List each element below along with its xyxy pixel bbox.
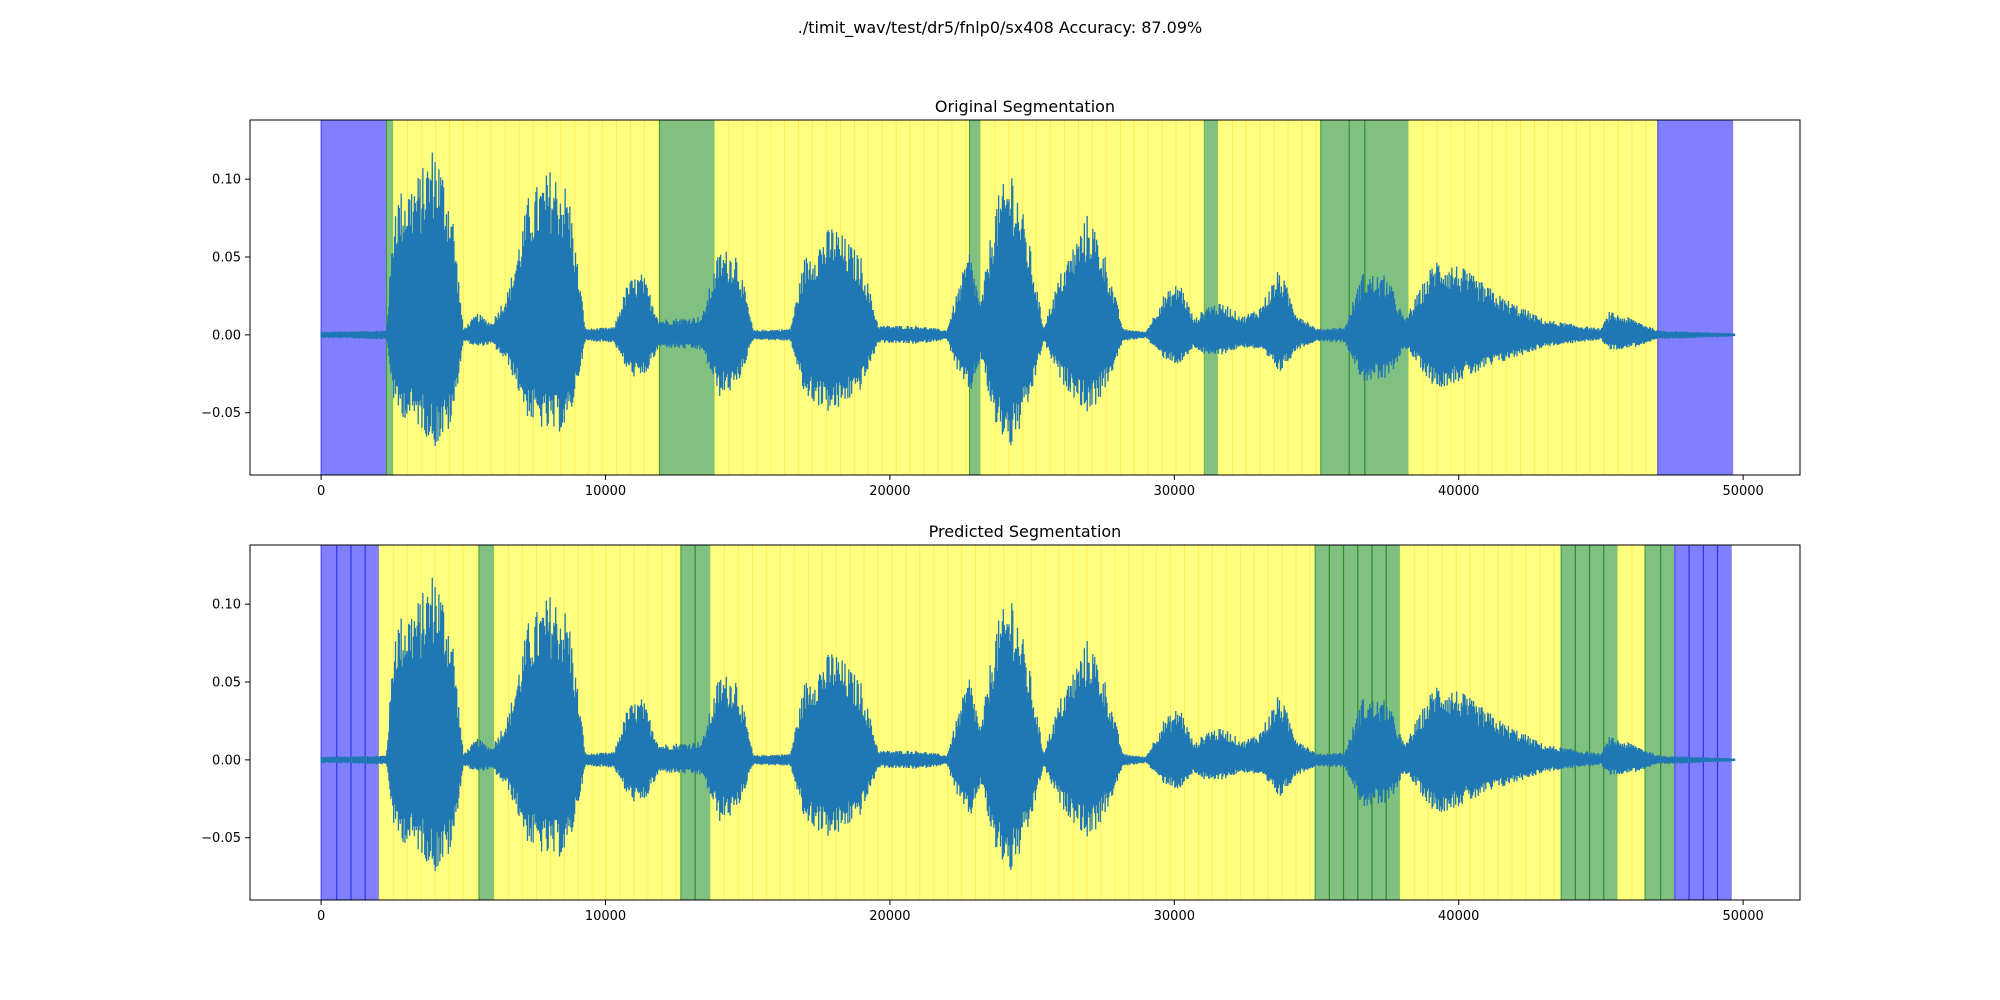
y-tick-label: 0.10 xyxy=(212,173,241,188)
y-tick-label: 0.10 xyxy=(212,598,241,613)
x-tick-label: 10000 xyxy=(585,484,626,499)
segment-silence xyxy=(1657,120,1734,475)
waveform-series xyxy=(320,152,1736,447)
segment-silence xyxy=(321,545,380,900)
segment-unvoiced xyxy=(1617,545,1645,900)
x-tick-label: 30000 xyxy=(1154,909,1195,924)
segment-silence xyxy=(321,120,387,475)
x-tick-label: 40000 xyxy=(1438,909,1479,924)
y-ticks: −0.05 0.00 0.05 0.10 xyxy=(201,598,250,846)
y-ticks: −0.05 0.00 0.05 0.10 xyxy=(201,173,250,421)
segment-voiced xyxy=(680,545,711,900)
segment-dividers xyxy=(407,120,1647,475)
y-tick-label: 0.00 xyxy=(212,753,241,768)
x-tick-label: 10000 xyxy=(585,909,626,924)
x-tick-label: 50000 xyxy=(1722,909,1763,924)
segment-voiced xyxy=(478,545,495,900)
axes-frame xyxy=(249,544,1801,901)
figure-title: ./timit_wav/test/dr5/fnlp0/sx408 Accurac… xyxy=(798,18,1202,38)
axes-frame xyxy=(249,119,1801,476)
x-tick-label: 50000 xyxy=(1722,484,1763,499)
x-tick-label: 20000 xyxy=(869,909,910,924)
y-tick-label: 0.00 xyxy=(212,328,241,343)
segment-voiced xyxy=(1645,545,1675,900)
x-tick-label: 30000 xyxy=(1154,484,1195,499)
y-tick-label: 0.05 xyxy=(212,676,241,691)
x-tick-label: 40000 xyxy=(1438,484,1479,499)
axes-predicted: Predicted Segmentation 0 10000 20000 30000 4… xyxy=(201,522,1801,924)
axes-original: Original Segmentation 0 10000 20000 30000 40… xyxy=(201,97,1801,499)
x-tick-label: 0 xyxy=(317,484,325,499)
segment-voiced xyxy=(659,120,715,475)
segment-voiced xyxy=(1204,120,1219,475)
waveform-series xyxy=(320,577,1736,872)
y-tick-label: −0.05 xyxy=(201,831,241,846)
y-tick-label: −0.05 xyxy=(201,406,241,421)
axes-title: Predicted Segmentation xyxy=(929,522,1122,541)
y-tick-label: 0.05 xyxy=(212,251,241,266)
x-tick-label: 0 xyxy=(317,909,325,924)
x-ticks: 0 10000 20000 30000 40000 50000 xyxy=(317,475,1764,499)
x-tick-label: 20000 xyxy=(869,484,910,499)
axes-title: Original Segmentation xyxy=(935,97,1115,116)
x-ticks: 0 10000 20000 30000 40000 50000 xyxy=(317,900,1764,924)
